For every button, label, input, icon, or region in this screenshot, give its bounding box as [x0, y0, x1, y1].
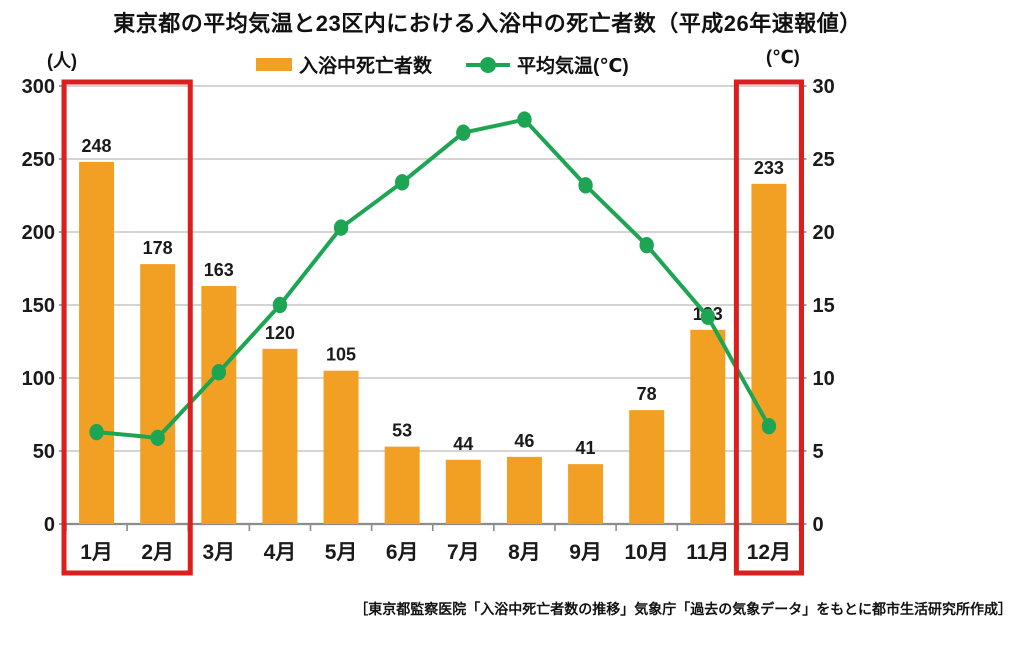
left-tick-label-150: 150 [22, 295, 55, 317]
month-label-m12: 12月 [747, 541, 791, 564]
legend-item-temperature: 平均気温(℃) [466, 51, 629, 78]
bar-m2 [140, 264, 176, 524]
temperature-line [94, 117, 771, 440]
legend: 入浴中死亡者数 平均気温(℃) [256, 51, 629, 78]
month-label-m11: 11月 [686, 541, 729, 564]
right-tick-label-10: 10 [813, 368, 835, 390]
month-label-m10: 10月 [625, 541, 669, 564]
right-tick-label-30: 30 [813, 76, 835, 98]
legend-bar-label: 入浴中死亡者数 [299, 56, 433, 77]
temp-dot-m10 [639, 236, 654, 254]
temp-dot-m12 [761, 417, 777, 435]
temp-dot-m1 [89, 423, 104, 441]
bar-value-label-m4: 120 [265, 323, 295, 343]
bar-m12 [751, 183, 787, 524]
month-label-m6: 6月 [386, 541, 419, 564]
temp-dot-m6 [394, 174, 410, 191]
bar-value-label-m5: 105 [326, 345, 356, 365]
month-label-m1: 1月 [80, 541, 113, 564]
right-tick-label-20: 20 [813, 222, 835, 244]
chart-title: 東京都の平均気温と23区内における入浴中の死亡者数（平成26年速報値） [113, 11, 862, 36]
left-tick-label-300: 300 [22, 76, 55, 98]
bar-value-label-m6: 53 [392, 421, 412, 441]
bar-value-label-m7: 44 [453, 434, 473, 454]
right-tick-label-0: 0 [813, 514, 824, 536]
left-tick-label-0: 0 [44, 514, 55, 536]
left-tick-label-200: 200 [22, 222, 55, 244]
bar-value-label-m9: 41 [576, 438, 596, 458]
month-label-m8: 8月 [508, 541, 541, 564]
legend-line-swatch-icon [466, 56, 511, 73]
bar-value-label-m8: 46 [514, 431, 534, 451]
temp-dot-m11 [700, 308, 716, 325]
bar-m6 [384, 446, 420, 524]
temp-dot-m7 [456, 124, 471, 141]
highlight-box-2 [733, 79, 804, 576]
temp-dot-m8 [517, 111, 532, 128]
left-tick-label-250: 250 [22, 149, 55, 171]
legend-item-deaths: 入浴中死亡者数 [256, 51, 432, 78]
bar-m10 [629, 410, 665, 524]
bar-value-label-m2: 178 [143, 238, 173, 258]
month-label-m4: 4月 [264, 541, 297, 564]
month-label-m5: 5月 [325, 541, 358, 564]
bar-value-label-m12: 233 [754, 158, 784, 178]
temp-dot-m5 [333, 219, 349, 236]
left-tick-label-50: 50 [33, 441, 55, 463]
temp-dot-m4 [272, 296, 288, 314]
left-axis-unit-label: (人) [47, 51, 77, 71]
highlight-box-1 [61, 79, 193, 576]
bar-m11 [690, 329, 726, 524]
month-label-m7: 7月 [447, 541, 480, 564]
bar-value-label-m10: 78 [637, 384, 657, 404]
temp-dot-m3 [211, 363, 227, 381]
bar-value-label-m1: 248 [82, 136, 112, 156]
bar-m8 [506, 456, 542, 524]
legend-bar-swatch-icon [256, 58, 292, 71]
temp-dot-m9 [578, 177, 593, 194]
right-tick-label-5: 5 [813, 441, 824, 463]
bar-value-label-m3: 163 [204, 260, 234, 280]
bar-m1 [79, 161, 115, 525]
legend-line-dot-icon [480, 56, 497, 73]
month-label-m9: 9月 [569, 541, 602, 564]
right-axis-unit-label: (℃) [766, 47, 800, 67]
source-citation: ［東京都監察医院「入浴中死亡者数の推移」気象庁「過去の気象データ」をもとに都市生… [354, 601, 1012, 617]
bar-m5 [323, 370, 359, 524]
month-label-m2: 2月 [141, 541, 174, 564]
legend-line-label: 平均気温(℃) [517, 56, 629, 77]
left-tick-label-100: 100 [22, 368, 55, 390]
right-tick-label-15: 15 [813, 295, 835, 317]
bar-m4 [262, 348, 298, 524]
right-tick-label-25: 25 [813, 149, 835, 171]
bar-m9 [568, 464, 604, 524]
bar-m3 [201, 286, 237, 524]
bar-m7 [445, 459, 481, 524]
month-label-m3: 3月 [202, 541, 235, 564]
temp-dot-m2 [150, 429, 165, 447]
